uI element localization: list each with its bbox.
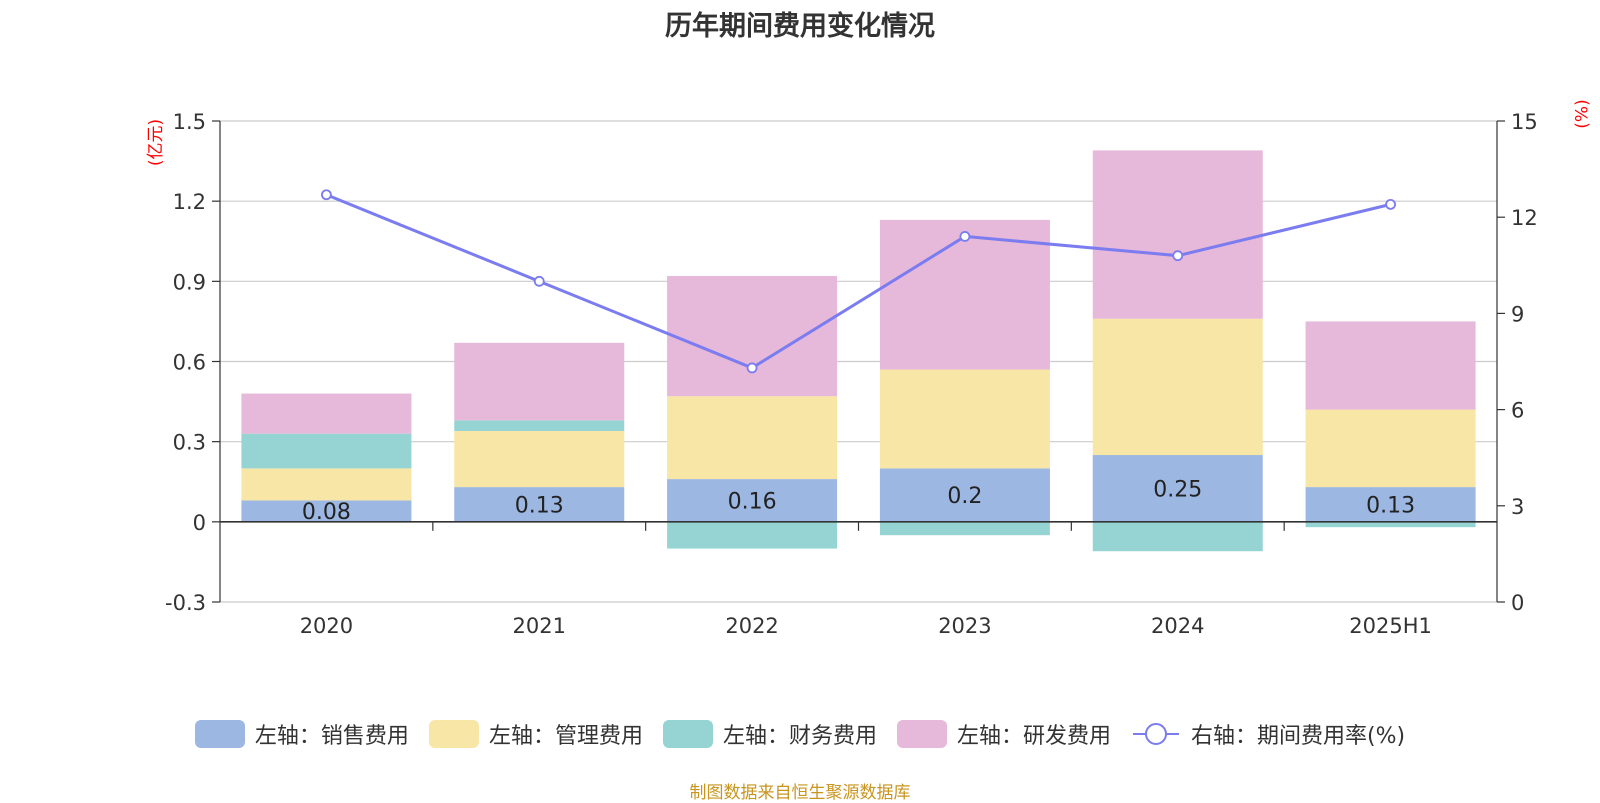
- right-tick-label: 6: [1511, 399, 1524, 423]
- bar-segment-3: [241, 433, 412, 469]
- bar-segment-1: [1305, 487, 1476, 522]
- bar-data-label: 0.13: [1366, 493, 1415, 518]
- x-tick-label: 2022: [725, 614, 778, 638]
- legend-swatch-rd: [896, 720, 947, 748]
- legend-item-sales[interactable]: 左轴：销售费用: [194, 718, 409, 750]
- bar-data-label: 0.25: [1153, 477, 1202, 502]
- rate-point: [533, 275, 545, 287]
- bar-segment-4: [1092, 150, 1263, 319]
- bar-data-label: 0.2: [947, 484, 982, 509]
- x-tick-label: 2025H1: [1349, 614, 1432, 638]
- left-tick-label: 0.3: [173, 431, 206, 455]
- x-tick-label: 2023: [938, 614, 991, 638]
- bar-segment-4: [667, 275, 838, 397]
- bar-segment-4: [241, 393, 412, 434]
- left-tick-label: 0: [193, 511, 206, 535]
- bar-segment-2: [1305, 409, 1476, 488]
- left-tick-label: 1.5: [173, 110, 206, 134]
- x-tick-label: 2024: [1151, 614, 1204, 638]
- bar-segment-3: [667, 521, 838, 549]
- legend-item-rd[interactable]: 左轴：研发费用: [896, 718, 1111, 750]
- right-tick-label: 3: [1511, 495, 1524, 519]
- bar-segment-2: [1092, 318, 1263, 456]
- chart-canvas: -0.3 0 0.3 0.6 0.9 1.2 1.5 0.08 2020 0.13 2021 0.16…: [165, 110, 1538, 638]
- legend-swatch-admin: [428, 720, 479, 748]
- left-tick-label: 0.6: [173, 351, 206, 375]
- bar-segment-2: [879, 369, 1050, 469]
- rate-point: [321, 189, 332, 201]
- rate-point: [959, 231, 971, 242]
- legend-item-finance[interactable]: 左轴：财务费用: [662, 718, 877, 750]
- bar-segment-1: [454, 487, 625, 522]
- legend-item-rate[interactable]: 右轴：期间费用率(%): [1131, 718, 1405, 750]
- bar-segment-3: [454, 420, 625, 431]
- x-tick-label: 2020: [300, 614, 353, 638]
- bar-segment-4: [454, 342, 625, 421]
- bar-data-label: 0.13: [515, 493, 564, 518]
- legend-label-finance: 左轴：财务费用: [722, 724, 877, 749]
- legend: 左轴：销售费用 左轴：管理费用 左轴：财务费用 左轴：研发费用 右轴：期间费用率…: [0, 718, 1600, 750]
- bar-segment-2: [454, 430, 625, 488]
- bar-segment-1: [1092, 455, 1263, 522]
- bar-segment-2: [667, 396, 838, 480]
- bar-segment-3: [1092, 521, 1263, 552]
- legend-swatch-rate: [1132, 723, 1179, 745]
- legend-label-admin: 左轴：管理费用: [488, 724, 643, 749]
- legend-label-sales: 左轴：销售费用: [254, 724, 409, 749]
- bar-data-label: 0.16: [728, 489, 777, 514]
- bar-segment-3: [1305, 521, 1476, 528]
- rate-point: [1385, 198, 1396, 210]
- left-tick-label: 0.9: [173, 270, 206, 294]
- legend-swatch-finance: [662, 720, 713, 748]
- right-tick-label: 15: [1511, 110, 1538, 134]
- rate-line: [325, 193, 1391, 370]
- left-tick-label: -0.3: [165, 591, 206, 615]
- x-tick-label: 2021: [513, 614, 566, 638]
- bar-data-label: 0.08: [302, 500, 351, 525]
- right-tick-label: 9: [1511, 302, 1524, 326]
- legend-label-rd: 左轴：研发费用: [956, 724, 1111, 749]
- source-note: 制图数据来自恒生聚源数据库: [689, 783, 911, 803]
- bar-segment-2: [241, 468, 412, 501]
- bar-segment-3: [879, 521, 1050, 536]
- legend-swatch-sales: [194, 720, 245, 748]
- legend-item-admin[interactable]: 左轴：管理费用: [428, 718, 643, 750]
- bar-segment-1: [667, 479, 838, 522]
- left-tick-label: 1.2: [173, 190, 206, 214]
- right-tick-label: 12: [1511, 206, 1538, 230]
- bar-segment-1: [879, 468, 1050, 522]
- right-tick-label: 0: [1511, 591, 1524, 615]
- legend-label-rate: 右轴：期间费用率(%): [1190, 724, 1406, 749]
- rate-point: [746, 362, 758, 374]
- bar-segment-4: [1305, 321, 1476, 410]
- chart-title: 历年期间费用变化情况: [665, 11, 935, 42]
- bar-segment-1: [241, 500, 412, 522]
- rate-point: [1172, 250, 1184, 262]
- bar-segment-4: [879, 219, 1050, 370]
